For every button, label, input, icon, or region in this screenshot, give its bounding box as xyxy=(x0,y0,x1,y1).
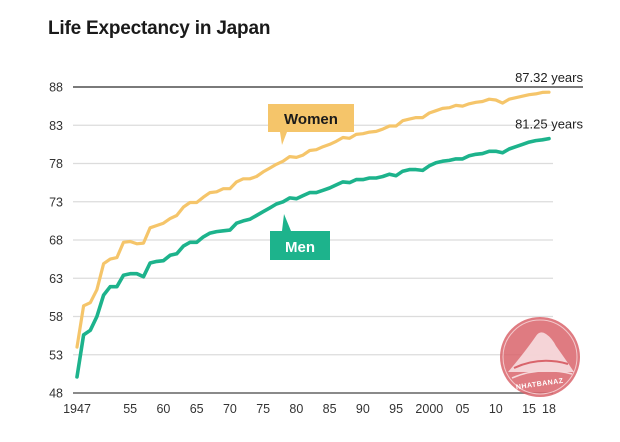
x-tick-label: 90 xyxy=(356,402,370,416)
chart-title: Life Expectancy in Japan xyxy=(48,18,271,39)
x-tick-label: 80 xyxy=(289,402,303,416)
series-line-women xyxy=(75,90,551,349)
x-tick-label: 2000 xyxy=(415,402,443,416)
legend-callout-men: Men xyxy=(270,214,330,260)
end-labels: 87.32 years 81.25 years xyxy=(515,70,583,131)
x-tick-label: 70 xyxy=(223,402,237,416)
y-tick-label: 63 xyxy=(49,272,63,286)
x-tick-label: 1947 xyxy=(63,402,91,416)
legend-callout-women: Women xyxy=(268,104,354,145)
x-tick-label: 55 xyxy=(123,402,137,416)
y-tick-label: 73 xyxy=(49,195,63,209)
legend-label-women: Women xyxy=(284,111,338,128)
x-tick-label: 10 xyxy=(489,402,503,416)
y-tick-label: 68 xyxy=(49,234,63,248)
end-label-women: 87.32 years xyxy=(515,70,583,85)
series-lines xyxy=(75,90,551,379)
series-line-men xyxy=(75,136,551,379)
x-tick-label: 75 xyxy=(256,402,270,416)
x-tick-label: 18 xyxy=(542,402,556,416)
y-tick-label: 78 xyxy=(49,157,63,171)
y-axis-ticks: 48 53 58 63 68 73 78 83 88 xyxy=(49,81,63,401)
x-tick-label: 65 xyxy=(190,402,204,416)
x-tick-label: 60 xyxy=(156,402,170,416)
x-tick-label: 85 xyxy=(323,402,337,416)
x-tick-label: 15 xyxy=(522,402,536,416)
legend-label-men: Men xyxy=(285,239,315,256)
x-tick-label: 05 xyxy=(456,402,470,416)
x-axis-ticks: 1947 55 60 65 70 75 80 85 90 95 2000 05 10 15 18 xyxy=(63,402,556,416)
end-label-men: 81.25 years xyxy=(515,117,583,132)
y-tick-label: 53 xyxy=(49,348,63,362)
y-tick-label: 58 xyxy=(49,310,63,324)
y-tick-label: 48 xyxy=(49,387,63,401)
y-tick-label: 88 xyxy=(49,81,63,95)
y-tick-label: 83 xyxy=(49,119,63,133)
x-tick-label: 95 xyxy=(389,402,403,416)
series-callouts: Women Men xyxy=(268,104,354,260)
watermark-logo: NHATBANAZ xyxy=(500,317,580,397)
